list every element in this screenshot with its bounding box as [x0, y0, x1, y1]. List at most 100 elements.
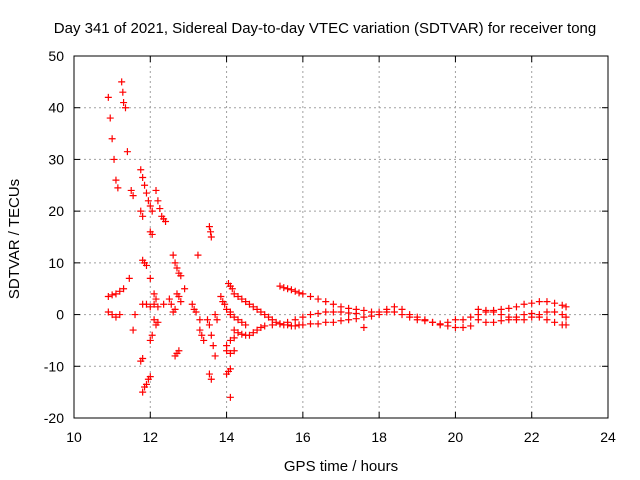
y-tick-label: 10	[48, 255, 64, 271]
data-point	[375, 308, 383, 316]
data-point	[148, 230, 156, 238]
data-point	[444, 318, 452, 326]
data-point	[137, 207, 145, 215]
data-point	[406, 311, 414, 319]
data-point	[528, 313, 536, 321]
x-tick-label: 16	[295, 429, 311, 445]
data-point	[512, 303, 520, 311]
data-point	[196, 316, 204, 324]
data-point	[150, 316, 158, 324]
data-point	[322, 298, 330, 306]
data-point	[114, 184, 122, 192]
data-point	[238, 295, 246, 303]
y-tick-label: 20	[48, 203, 64, 219]
data-point	[150, 290, 158, 298]
data-point	[154, 318, 162, 326]
data-point	[142, 300, 150, 308]
data-point	[306, 311, 314, 319]
data-point	[242, 321, 250, 329]
data-point	[221, 300, 229, 308]
data-point	[459, 316, 467, 324]
data-point	[543, 298, 551, 306]
data-point	[551, 318, 559, 326]
data-point	[205, 223, 213, 231]
data-point	[119, 88, 127, 96]
data-point	[242, 298, 250, 306]
data-point	[146, 373, 154, 381]
data-point	[543, 308, 551, 316]
data-point	[175, 292, 183, 300]
data-point	[482, 306, 490, 314]
data-point	[110, 155, 118, 163]
data-point	[226, 349, 234, 357]
data-point	[169, 251, 177, 259]
data-point	[175, 347, 183, 355]
y-tick-label: 50	[48, 48, 64, 64]
data-point	[226, 336, 234, 344]
y-tick-label: 40	[48, 100, 64, 116]
data-point	[230, 334, 238, 342]
data-point	[139, 174, 147, 182]
data-point	[383, 305, 391, 313]
data-point	[116, 311, 124, 319]
data-points	[104, 78, 570, 401]
data-point	[528, 299, 536, 307]
data-point	[451, 324, 459, 331]
data-point	[520, 300, 528, 308]
data-point	[120, 99, 128, 107]
data-point	[329, 318, 337, 326]
data-point	[226, 393, 234, 401]
data-point	[322, 308, 330, 316]
data-point	[137, 166, 145, 174]
data-point	[299, 321, 307, 329]
data-point	[106, 114, 114, 122]
data-point	[141, 181, 149, 189]
data-point	[142, 189, 150, 197]
data-point	[112, 313, 120, 321]
data-point	[173, 264, 181, 272]
y-tick-label: 0	[56, 307, 64, 323]
data-point	[104, 308, 112, 316]
data-point	[177, 272, 185, 280]
data-point	[249, 329, 257, 337]
data-point	[436, 320, 444, 328]
data-point	[160, 300, 168, 308]
data-point	[238, 330, 246, 338]
data-point	[223, 305, 231, 313]
data-point	[211, 311, 219, 319]
data-point	[558, 311, 566, 319]
y-tick-label: 30	[48, 151, 64, 167]
data-point	[146, 274, 154, 282]
data-point	[129, 326, 137, 334]
data-point	[245, 331, 253, 339]
data-point	[209, 342, 217, 350]
data-point	[314, 295, 322, 303]
data-point	[230, 290, 238, 298]
data-point	[249, 303, 257, 311]
data-point	[146, 336, 154, 344]
data-point	[205, 370, 213, 378]
data-point	[139, 388, 147, 396]
data-point	[329, 300, 337, 308]
x-tick-label: 14	[219, 429, 235, 445]
data-point	[226, 365, 234, 373]
data-point	[234, 292, 242, 300]
data-point	[238, 318, 246, 326]
data-point	[352, 305, 360, 313]
y-tick-label: -10	[44, 358, 64, 374]
data-point	[207, 228, 215, 236]
data-point	[535, 311, 543, 319]
data-point	[253, 305, 261, 313]
data-point	[497, 311, 505, 319]
data-point	[291, 322, 299, 330]
data-point	[490, 308, 498, 316]
data-point	[272, 318, 280, 326]
data-point	[230, 347, 238, 355]
data-point	[451, 316, 459, 324]
data-point	[165, 295, 173, 303]
data-point	[280, 284, 288, 292]
data-point	[207, 233, 215, 241]
data-point	[152, 295, 160, 303]
data-point	[139, 355, 147, 363]
data-point	[146, 202, 154, 210]
